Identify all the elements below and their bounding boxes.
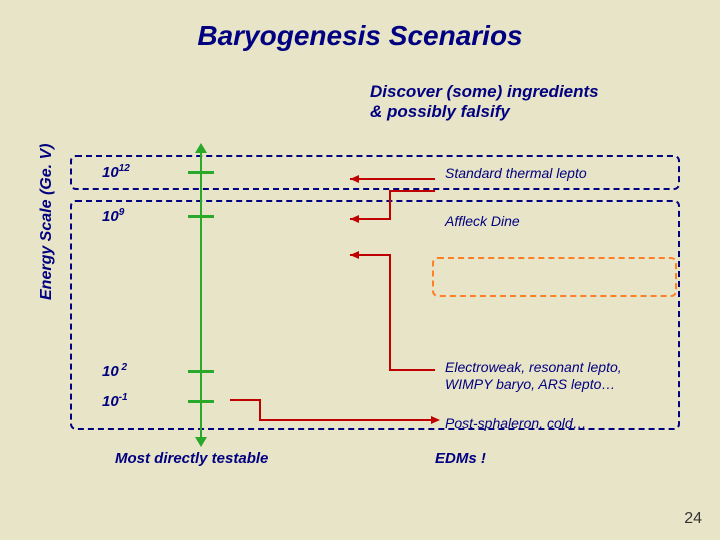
- page-number: 24: [684, 510, 702, 528]
- subtitle-line1: Discover (some) ingredients: [370, 82, 599, 101]
- tick-mark: [188, 370, 214, 373]
- scenario-electroweak: Electroweak, resonant lepto,WIMPY baryo,…: [445, 359, 622, 393]
- diagram-area: 1012 109 10 2 10-1 Standard thermal lept…: [70, 155, 680, 465]
- arrow-icon: [350, 170, 440, 188]
- arrow-icon: [350, 191, 440, 234]
- tick-mark: [188, 171, 214, 174]
- label-edms: EDMs !: [435, 450, 486, 467]
- arrow-icon: [230, 400, 440, 435]
- page-title: Baryogenesis Scenarios: [0, 0, 720, 52]
- arrow-icon: [350, 255, 440, 380]
- scenario-standard-lepto: Standard thermal lepto: [445, 165, 587, 181]
- energy-axis-line: [200, 150, 202, 440]
- scenario-post-sphaleron: Post-sphaleron, cold…: [445, 415, 587, 431]
- subtitle-line2: & possibly falsify: [370, 102, 510, 121]
- tick-label-1e9: 109: [102, 207, 124, 225]
- subtitle: Discover (some) ingredients & possibly f…: [370, 82, 599, 123]
- axis-arrow-up-icon: [195, 143, 207, 153]
- y-axis-label: Energy Scale (Ge. V): [38, 143, 56, 300]
- dashed-box-electroweak: [432, 257, 677, 297]
- tick-mark: [188, 400, 214, 403]
- scenario-affleck-dine: Affleck Dine: [445, 213, 520, 229]
- tick-label-1e2: 10 2: [102, 362, 127, 380]
- tick-label-1e12: 1012: [102, 163, 130, 181]
- label-most-testable: Most directly testable: [115, 450, 268, 467]
- axis-arrow-down-icon: [195, 437, 207, 447]
- tick-label-1e-1: 10-1: [102, 392, 128, 410]
- tick-mark: [188, 215, 214, 218]
